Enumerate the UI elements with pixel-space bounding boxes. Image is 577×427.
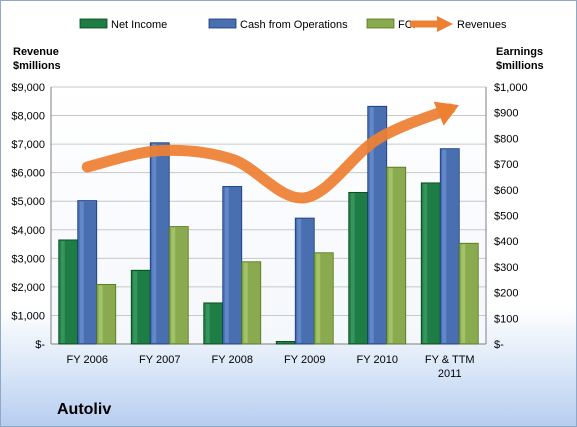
y-right-tick-label: $- [494,339,504,351]
y-left-tick-label: $5,000 [11,196,45,208]
revenues-line [81,103,456,204]
y-left-axis-title: $millions [13,60,61,72]
y-left-tick-label: $1,000 [11,310,45,322]
bar-highlight [297,219,302,343]
bar-highlight [224,187,229,343]
x-tick-label: FY 2010 [357,354,398,366]
legend-label: Revenues [457,19,507,31]
y-right-tick-label: $400 [494,236,518,248]
bar-highlight [133,271,138,343]
bar-highlight [369,107,374,344]
bar-highlight [423,183,428,343]
x-tick-label: FY 2008 [212,354,253,366]
legend-label: Net Income [111,19,167,31]
company-name: Autoliv [57,401,111,418]
y-left-tick-label: $7,000 [11,139,45,151]
bar-highlight [79,201,84,343]
plot-area [51,87,486,344]
bar-highlight [60,240,65,343]
y-right-tick-label: $300 [494,262,518,274]
bar-highlight [205,303,210,343]
y-left-tick-label: $8,000 [11,111,45,123]
y-left-tick-label: $3,000 [11,253,45,265]
x-tick-label: 2011 [438,368,462,380]
x-tick-label: FY & TTM [425,354,475,366]
bar-highlight [461,244,466,343]
y-left-tick-label: $6,000 [11,168,45,180]
bar-highlight [243,262,248,343]
bar-highlight [388,168,393,343]
x-tick-label: FY 2006 [67,354,108,366]
y-right-tick-label: $900 [494,108,518,120]
bar-highlight [152,143,157,343]
y-right-tick-label: $700 [494,159,518,171]
bar-highlight [350,193,355,343]
y-right-axis-title: $millions [496,60,544,72]
y-left-tick-label: $9,000 [11,82,45,94]
bar-highlight [316,253,321,343]
x-tick-label: FY 2007 [139,354,180,366]
y-left-tick-label: $- [35,339,45,351]
bar-highlight [278,342,283,343]
y-left-axis-title: Revenue [13,46,59,58]
y-right-tick-label: $800 [494,133,518,145]
revenues-arrowhead [433,101,459,126]
y-right-tick-label: $500 [494,211,518,223]
y-right-tick-label: $200 [494,288,518,300]
y-right-tick-label: $600 [494,185,518,197]
bar-highlight [98,285,103,343]
y-left-tick-label: $2,000 [11,282,45,294]
y-right-tick-label: $100 [494,313,518,325]
bar-highlight [171,227,176,343]
legend-swatch-arrowhead [437,16,453,32]
y-right-axis-title: Earnings [496,46,543,58]
y-right-tick-label: $1,000 [494,82,528,94]
y-left-tick-label: $4,000 [11,225,45,237]
legend-swatch [366,18,395,29]
legend-swatch [79,18,108,29]
bar-highlight [442,149,447,343]
legend-label: Cash from Operations [240,19,348,31]
x-tick-label: FY 2009 [284,354,325,366]
legend-swatch [208,18,237,29]
